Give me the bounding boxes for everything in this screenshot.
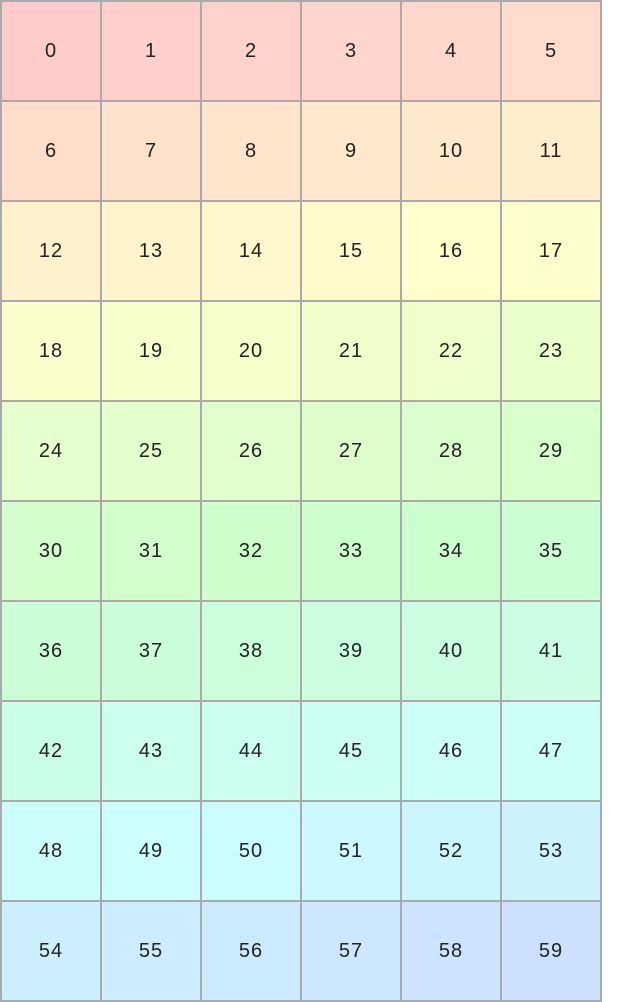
- grid-cell[interactable]: 2: [202, 2, 300, 100]
- grid-cell[interactable]: 56: [202, 902, 300, 1000]
- grid-cell[interactable]: 10: [402, 102, 500, 200]
- grid-cell[interactable]: 30: [2, 502, 100, 600]
- grid-cell[interactable]: 23: [502, 302, 600, 400]
- grid-cell[interactable]: 17: [502, 202, 600, 300]
- grid-cell[interactable]: 43: [102, 702, 200, 800]
- grid-cell[interactable]: 42: [2, 702, 100, 800]
- grid-cell[interactable]: 40: [402, 602, 500, 700]
- grid-cell[interactable]: 36: [2, 602, 100, 700]
- grid-cell[interactable]: 48: [2, 802, 100, 900]
- grid-cell[interactable]: 5: [502, 2, 600, 100]
- grid-cell[interactable]: 38: [202, 602, 300, 700]
- grid-cell[interactable]: 0: [2, 2, 100, 100]
- grid-cell[interactable]: 8: [202, 102, 300, 200]
- grid-cell[interactable]: 24: [2, 402, 100, 500]
- grid-cell[interactable]: 11: [502, 102, 600, 200]
- grid-cell[interactable]: 52: [402, 802, 500, 900]
- grid-cell[interactable]: 45: [302, 702, 400, 800]
- grid-cell[interactable]: 3: [302, 2, 400, 100]
- grid-cell[interactable]: 46: [402, 702, 500, 800]
- grid-cell[interactable]: 59: [502, 902, 600, 1000]
- grid-cell[interactable]: 34: [402, 502, 500, 600]
- grid-cell[interactable]: 33: [302, 502, 400, 600]
- grid-cell[interactable]: 18: [2, 302, 100, 400]
- grid-cell[interactable]: 21: [302, 302, 400, 400]
- grid-cell[interactable]: 32: [202, 502, 300, 600]
- grid-cell[interactable]: 13: [102, 202, 200, 300]
- grid-cell[interactable]: 6: [2, 102, 100, 200]
- grid-cell[interactable]: 37: [102, 602, 200, 700]
- grid-cell[interactable]: 19: [102, 302, 200, 400]
- grid-cell[interactable]: 9: [302, 102, 400, 200]
- grid-cell[interactable]: 26: [202, 402, 300, 500]
- grid-cell[interactable]: 14: [202, 202, 300, 300]
- grid-cell[interactable]: 35: [502, 502, 600, 600]
- grid-cell[interactable]: 39: [302, 602, 400, 700]
- grid-cell[interactable]: 25: [102, 402, 200, 500]
- grid-cell[interactable]: 16: [402, 202, 500, 300]
- grid-cell[interactable]: 7: [102, 102, 200, 200]
- grid-cell[interactable]: 22: [402, 302, 500, 400]
- grid-cell[interactable]: 50: [202, 802, 300, 900]
- grid-cell[interactable]: 15: [302, 202, 400, 300]
- grid-cell[interactable]: 4: [402, 2, 500, 100]
- grid-cell[interactable]: 54: [2, 902, 100, 1000]
- grid-cell[interactable]: 51: [302, 802, 400, 900]
- grid-cell[interactable]: 31: [102, 502, 200, 600]
- grid-cell[interactable]: 20: [202, 302, 300, 400]
- grid-cell[interactable]: 57: [302, 902, 400, 1000]
- grid-cell[interactable]: 1: [102, 2, 200, 100]
- grid-cell[interactable]: 49: [102, 802, 200, 900]
- grid-cell[interactable]: 41: [502, 602, 600, 700]
- grid-cell[interactable]: 53: [502, 802, 600, 900]
- grid-cell[interactable]: 47: [502, 702, 600, 800]
- grid-cell[interactable]: 44: [202, 702, 300, 800]
- grid-cell[interactable]: 29: [502, 402, 600, 500]
- grid-cell[interactable]: 55: [102, 902, 200, 1000]
- grid-cell[interactable]: 58: [402, 902, 500, 1000]
- grid-cell[interactable]: 27: [302, 402, 400, 500]
- number-grid: 0 1 2 3 4 5 6 7 8 9 10 11 12 13 14 15 16 17 18 19 20 21 22 23 24…: [0, 0, 602, 1002]
- grid-cell[interactable]: 12: [2, 202, 100, 300]
- grid-cell[interactable]: 28: [402, 402, 500, 500]
